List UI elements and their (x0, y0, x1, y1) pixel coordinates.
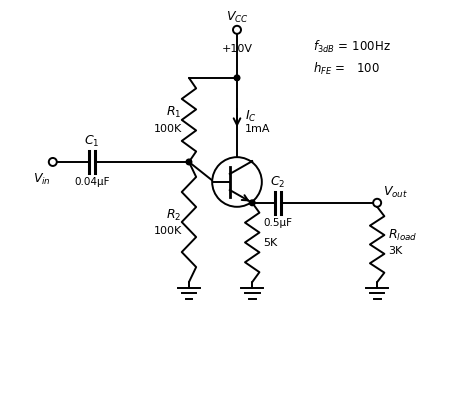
Text: $f_{3dB}$$\,=\,$100Hz: $f_{3dB}$$\,=\,$100Hz (313, 39, 391, 55)
Circle shape (234, 76, 240, 81)
Circle shape (212, 158, 262, 207)
Text: $R_{load}$: $R_{load}$ (388, 227, 418, 242)
Circle shape (49, 159, 57, 166)
Text: 0.04μF: 0.04μF (74, 177, 109, 187)
Text: 3K: 3K (388, 246, 402, 256)
Text: $V_{CC}$: $V_{CC}$ (226, 10, 248, 25)
Text: 100K: 100K (154, 124, 182, 134)
Text: $C_1$: $C_1$ (84, 134, 100, 149)
Text: 5K: 5K (264, 238, 278, 248)
Text: $C_2$: $C_2$ (270, 174, 286, 189)
Text: $R_1$: $R_1$ (166, 105, 182, 120)
Circle shape (373, 199, 381, 207)
Text: 100K: 100K (154, 226, 182, 235)
Circle shape (249, 200, 255, 206)
Text: +10V: +10V (221, 43, 253, 53)
Text: 1mA: 1mA (245, 124, 271, 133)
Text: $V_{in}$: $V_{in}$ (33, 171, 51, 186)
Text: $R_2$: $R_2$ (166, 207, 182, 222)
Text: $h_{FE}$$\,=\,$  100: $h_{FE}$$\,=\,$ 100 (313, 61, 380, 77)
Text: $I_C$: $I_C$ (245, 109, 257, 124)
Text: $V_{out}$: $V_{out}$ (383, 184, 408, 199)
Text: 0.5μF: 0.5μF (264, 217, 292, 227)
Circle shape (233, 27, 241, 35)
Circle shape (186, 160, 192, 165)
